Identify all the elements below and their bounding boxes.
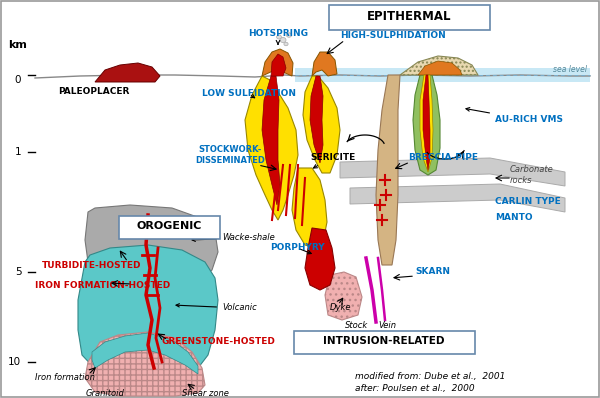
Ellipse shape bbox=[280, 37, 286, 43]
Text: km: km bbox=[8, 40, 28, 50]
Polygon shape bbox=[245, 76, 298, 220]
Text: CARLIN TYPE: CARLIN TYPE bbox=[495, 197, 561, 207]
Polygon shape bbox=[340, 158, 565, 186]
Text: 1: 1 bbox=[14, 147, 22, 157]
Polygon shape bbox=[292, 168, 327, 248]
FancyBboxPatch shape bbox=[329, 4, 490, 29]
Ellipse shape bbox=[277, 35, 281, 39]
Text: STOCKWORK-
DISSEMINATED: STOCKWORK- DISSEMINATED bbox=[195, 145, 265, 165]
Text: Vein: Vein bbox=[378, 320, 396, 330]
Text: Shear zone: Shear zone bbox=[182, 388, 229, 398]
Text: Wacke-shale: Wacke-shale bbox=[192, 234, 275, 242]
Text: SERICITE: SERICITE bbox=[310, 152, 355, 168]
FancyBboxPatch shape bbox=[293, 330, 475, 353]
Text: HIGH-SULPHIDATION: HIGH-SULPHIDATION bbox=[340, 31, 446, 41]
Polygon shape bbox=[78, 245, 218, 386]
Text: Iron formation: Iron formation bbox=[35, 373, 95, 382]
Polygon shape bbox=[85, 205, 218, 292]
Text: Dyke: Dyke bbox=[330, 304, 352, 312]
Text: Granitoid: Granitoid bbox=[86, 388, 124, 398]
Polygon shape bbox=[418, 61, 462, 75]
Text: IRON FORMATION-HOSTED: IRON FORMATION-HOSTED bbox=[35, 281, 170, 291]
Text: modified from: Dube et al.,  2001
after: Poulsen et al.,  2000: modified from: Dube et al., 2001 after: … bbox=[355, 372, 505, 394]
Polygon shape bbox=[310, 76, 323, 163]
Bar bbox=[295, 68, 590, 82]
Text: EPITHERMAL: EPITHERMAL bbox=[367, 10, 451, 23]
Polygon shape bbox=[312, 52, 337, 76]
Text: AU-RICH VMS: AU-RICH VMS bbox=[466, 107, 563, 125]
Text: 10: 10 bbox=[7, 357, 20, 367]
Text: 0: 0 bbox=[15, 75, 21, 85]
Text: PALEOPLACER: PALEOPLACER bbox=[58, 86, 130, 96]
Text: TURBIDITE-HOSTED: TURBIDITE-HOSTED bbox=[42, 261, 142, 269]
Polygon shape bbox=[376, 75, 400, 265]
Text: PORPHYRY: PORPHYRY bbox=[270, 244, 325, 254]
Text: BRECCIA-PIPE: BRECCIA-PIPE bbox=[408, 154, 478, 162]
Text: GREENSTONE-HOSTED: GREENSTONE-HOSTED bbox=[162, 338, 276, 347]
Text: Stock: Stock bbox=[345, 320, 368, 330]
Polygon shape bbox=[271, 54, 286, 76]
Polygon shape bbox=[413, 75, 440, 175]
Polygon shape bbox=[262, 76, 280, 205]
Polygon shape bbox=[95, 63, 160, 82]
Polygon shape bbox=[262, 49, 293, 76]
Polygon shape bbox=[85, 332, 205, 396]
Text: Volcanic: Volcanic bbox=[176, 304, 257, 312]
Text: Carbonate
rocks: Carbonate rocks bbox=[510, 165, 554, 185]
Text: HOTSPRING: HOTSPRING bbox=[248, 29, 308, 44]
Text: SKARN: SKARN bbox=[415, 267, 450, 277]
Polygon shape bbox=[92, 333, 198, 374]
Polygon shape bbox=[305, 228, 335, 290]
Polygon shape bbox=[325, 272, 362, 320]
Text: MANTO: MANTO bbox=[495, 213, 533, 222]
Polygon shape bbox=[423, 75, 430, 170]
Polygon shape bbox=[400, 56, 478, 75]
Polygon shape bbox=[420, 75, 433, 172]
Text: LOW SULFIDATION: LOW SULFIDATION bbox=[202, 90, 296, 98]
Polygon shape bbox=[303, 76, 340, 173]
Text: OROGENIC: OROGENIC bbox=[136, 221, 202, 231]
Ellipse shape bbox=[284, 42, 288, 46]
FancyBboxPatch shape bbox=[119, 215, 220, 238]
Text: sea level: sea level bbox=[553, 65, 587, 74]
Polygon shape bbox=[350, 184, 565, 212]
Text: 5: 5 bbox=[14, 267, 22, 277]
Text: INTRUSION-RELATED: INTRUSION-RELATED bbox=[323, 336, 445, 346]
Ellipse shape bbox=[286, 33, 292, 37]
